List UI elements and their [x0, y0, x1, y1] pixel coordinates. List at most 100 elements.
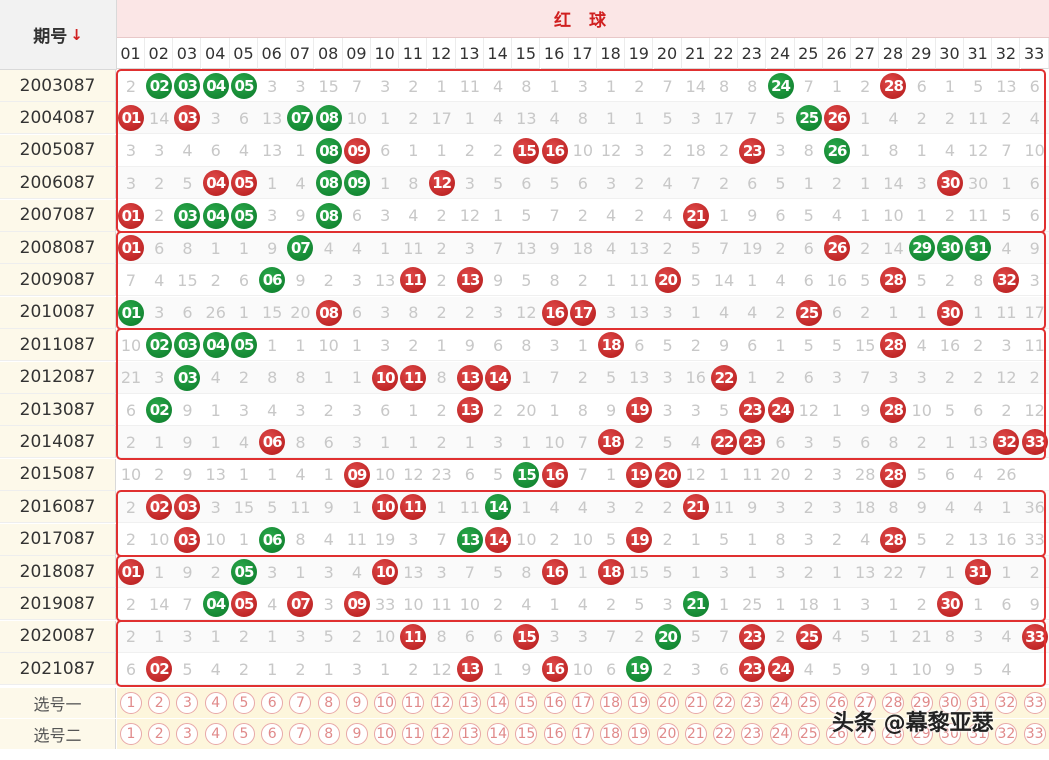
pick-number-button[interactable]: 33	[1023, 722, 1046, 745]
pick-number-button[interactable]: 13	[458, 691, 481, 714]
red-ball: 23	[739, 623, 766, 650]
pick-number-button[interactable]: 20	[656, 722, 679, 745]
red-ball: 01	[118, 235, 144, 261]
pick-number-button[interactable]: 25	[797, 691, 820, 714]
miss-count-cell: 11	[290, 497, 311, 517]
pick-number-button[interactable]: 28	[882, 691, 905, 714]
miss-count-cell: 2	[634, 206, 645, 226]
pick-number-button[interactable]: 24	[769, 722, 792, 745]
miss-count-cell: 3	[380, 76, 391, 96]
miss-count-cell: 2	[408, 76, 419, 96]
pick-number-button[interactable]: 10	[374, 722, 397, 745]
pick-number-button[interactable]: 29	[910, 691, 933, 714]
pick-number-button[interactable]: 33	[1023, 691, 1046, 714]
pick-number-button[interactable]: 17	[571, 691, 594, 714]
pick-number-button[interactable]: 27	[854, 722, 877, 745]
pick-number-button[interactable]: 14	[487, 722, 510, 745]
miss-count-cell: 2	[718, 173, 730, 193]
sort-arrow-icon[interactable]: ↓	[70, 25, 83, 44]
pick-number-button[interactable]: 23	[741, 722, 764, 745]
pick-number-button[interactable]: 2	[148, 722, 171, 745]
drawn-ball-cell: 33	[1021, 426, 1049, 458]
pick-number-button[interactable]: 27	[854, 691, 877, 714]
miss-count-cell: 1	[521, 432, 532, 452]
miss-count-cell: 4	[775, 270, 786, 290]
pick-number-button[interactable]: 16	[543, 691, 566, 714]
pick-number-button[interactable]: 9	[345, 722, 368, 745]
pick-number-button[interactable]: 23	[741, 691, 764, 714]
green-ball: 03	[174, 202, 201, 229]
pick-number-button[interactable]: 11	[402, 722, 425, 745]
pick-number-button[interactable]: 6	[261, 691, 284, 714]
pick-number-button[interactable]: 1	[120, 722, 142, 745]
pick-number-button[interactable]: 12	[430, 691, 453, 714]
pick-number-button[interactable]: 15	[515, 722, 538, 745]
miss-count-cell: 10	[572, 659, 593, 679]
pick-number-button[interactable]: 31	[967, 722, 990, 745]
miss-count-cell: 3	[634, 141, 645, 161]
pick-number-button[interactable]: 7	[289, 691, 312, 714]
pick-number-button[interactable]: 19	[628, 691, 651, 714]
pick-number-button[interactable]: 12	[430, 722, 453, 745]
pick-number-button[interactable]: 11	[402, 691, 425, 714]
pick-number-button[interactable]: 3	[176, 722, 199, 745]
pick-number-button[interactable]: 29	[910, 722, 933, 745]
miss-count-cell: 3	[408, 530, 419, 550]
drawn-ball-cell: 21	[682, 491, 710, 523]
pick-number-button[interactable]: 32	[995, 722, 1018, 745]
pick-number-button[interactable]: 24	[769, 691, 792, 714]
miss-count-cell: 14	[713, 270, 735, 290]
pick-number-button[interactable]: 4	[204, 691, 227, 714]
pick-number-button[interactable]: 17	[571, 722, 594, 745]
miss-count-cell: 3	[577, 76, 588, 96]
miss-count-cell: 4	[493, 108, 504, 128]
pick-number-button[interactable]: 28	[882, 722, 905, 745]
pick-number-button[interactable]: 8	[317, 722, 340, 745]
pick-number-button[interactable]: 1	[120, 691, 142, 714]
pick-number-button[interactable]: 16	[543, 722, 566, 745]
column-header-23: 23	[738, 38, 767, 69]
pick-number-button[interactable]: 30	[938, 691, 961, 714]
pick-number-button[interactable]: 30	[938, 722, 961, 745]
pick-number-button[interactable]: 21	[684, 722, 707, 745]
pick-number-button[interactable]: 3	[176, 691, 199, 714]
pick-number-button[interactable]: 21	[684, 691, 707, 714]
drawn-ball-cell: 16	[541, 556, 569, 588]
pick-number-button[interactable]: 5	[232, 722, 255, 745]
pick-number-button[interactable]: 9	[345, 691, 368, 714]
miss-count-cell: 1	[323, 465, 334, 485]
pick-number-button[interactable]: 31	[967, 691, 990, 714]
pick-number-button[interactable]: 18	[600, 691, 623, 714]
miss-count-cell: 1	[380, 108, 391, 128]
issue-column-header[interactable]: 期号 ↓	[0, 0, 117, 70]
pick-number-button[interactable]: 8	[317, 691, 340, 714]
pick-number-button[interactable]: 10	[374, 691, 397, 714]
pick-number-button[interactable]: 4	[204, 722, 227, 745]
pick-number-button[interactable]: 14	[487, 691, 510, 714]
pick-number-button[interactable]: 26	[826, 722, 848, 745]
miss-count-cell: 1	[605, 108, 617, 128]
pick-number-button[interactable]: 18	[600, 722, 623, 745]
pick-number-button[interactable]: 25	[797, 722, 820, 745]
pick-number-button[interactable]: 5	[232, 691, 255, 714]
pick-number-button[interactable]: 26	[826, 691, 848, 714]
drawn-ball-cell: 11	[399, 264, 427, 296]
pick-number-button[interactable]: 20	[656, 691, 679, 714]
pick-number-button[interactable]: 19	[628, 722, 651, 745]
miss-count-cell: 1	[860, 173, 871, 193]
pick-number-button[interactable]: 7	[289, 722, 312, 745]
drawn-ball-cell: 05	[230, 329, 258, 361]
pick-number-button[interactable]: 32	[995, 691, 1018, 714]
drawn-ball-cell: 23	[738, 394, 766, 426]
pick-number-button[interactable]: 13	[458, 722, 481, 745]
miss-count-cell: 3	[464, 173, 475, 193]
pick-number-button[interactable]: 2	[148, 691, 171, 714]
pick-number-button[interactable]: 22	[713, 691, 736, 714]
pick-number-button[interactable]: 15	[515, 691, 538, 714]
pick-number-button[interactable]: 22	[713, 722, 736, 745]
miss-count-cell: 4	[944, 497, 956, 517]
issue-number: 2017087	[0, 523, 116, 556]
miss-count-cell: 2	[634, 173, 645, 193]
red-ball: 23	[739, 656, 766, 683]
pick-number-button[interactable]: 6	[261, 722, 284, 745]
